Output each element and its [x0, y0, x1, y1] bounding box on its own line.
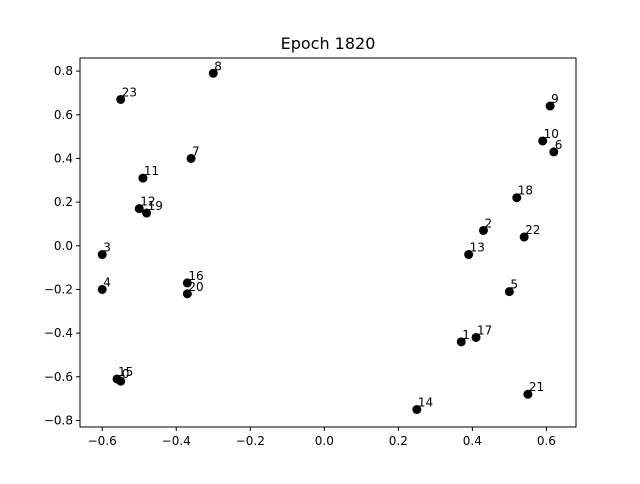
- data-point: [182, 278, 192, 288]
- chart-title: Epoch 1820: [281, 34, 376, 53]
- y-tick-label: 0.6: [54, 108, 73, 122]
- point-label: 8: [214, 59, 222, 73]
- x-tick-label: −0.4: [162, 434, 191, 448]
- y-tick-label: −0.6: [44, 370, 73, 384]
- point-label: 11: [144, 164, 159, 178]
- point-label: 5: [510, 278, 518, 292]
- point-label: 22: [525, 223, 540, 237]
- y-tick-label: 0.2: [54, 195, 73, 209]
- x-tick-label: 0.6: [537, 434, 556, 448]
- x-tick-label: 0.4: [463, 434, 482, 448]
- plot-frame: [79, 57, 577, 428]
- data-point: [545, 101, 555, 111]
- data-point: [142, 208, 152, 218]
- point-label: 21: [529, 380, 544, 394]
- data-point: [138, 173, 148, 183]
- data-point: [549, 147, 559, 157]
- x-tick-label: −0.6: [88, 434, 117, 448]
- data-point: [471, 332, 481, 342]
- data-point: [134, 204, 144, 214]
- axis-ticks: −0.6 −0.4 −0.2 0.0 0.2 0.4 0.6 −0.8 −0.6 −0.4 −0.2…: [44, 64, 556, 448]
- data-point: [538, 136, 548, 146]
- y-tick-label: −0.8: [44, 413, 73, 427]
- point-label: 7: [192, 144, 200, 158]
- x-tick-label: 0.2: [389, 434, 408, 448]
- axes: [79, 57, 577, 428]
- point-label: 14: [418, 396, 433, 410]
- point-label: 6: [555, 138, 563, 152]
- y-tick-label: 0.0: [54, 239, 73, 253]
- point-label: 16: [188, 269, 203, 283]
- data-point: [116, 94, 126, 104]
- point-label: 18: [518, 184, 533, 198]
- data-point: [208, 68, 218, 78]
- point-label: 3: [103, 241, 111, 255]
- data-point: [456, 337, 466, 347]
- data-point: [412, 405, 422, 415]
- data-points: [97, 68, 559, 415]
- point-label: 20: [188, 280, 203, 294]
- data-point: [182, 289, 192, 299]
- point-label: 13: [470, 241, 485, 255]
- point-label: 10: [544, 127, 559, 141]
- point-label: 9: [551, 92, 559, 106]
- point-label: 15: [118, 365, 133, 379]
- data-point: [512, 193, 522, 203]
- data-point: [97, 250, 107, 260]
- data-point: [186, 153, 196, 163]
- point-label: 19: [148, 199, 163, 213]
- data-point: [523, 389, 533, 399]
- point-label: 17: [477, 323, 492, 337]
- data-point: [519, 232, 529, 242]
- data-point: [478, 225, 488, 235]
- point-label: 2: [484, 216, 492, 230]
- point-label: 12: [140, 195, 155, 209]
- data-point: [504, 287, 514, 297]
- point-label: 4: [103, 275, 111, 289]
- y-tick-label: −0.4: [44, 326, 73, 340]
- data-point: [97, 284, 107, 294]
- data-point: [464, 250, 474, 260]
- data-point: [116, 376, 126, 386]
- point-label: 23: [122, 85, 137, 99]
- y-tick-label: −0.2: [44, 282, 73, 296]
- point-label: 0: [122, 367, 130, 381]
- point-label: 1: [462, 328, 470, 342]
- x-tick-label: 0.0: [315, 434, 334, 448]
- x-tick-label: −0.2: [236, 434, 265, 448]
- y-tick-label: 0.8: [54, 64, 73, 78]
- y-tick-label: 0.4: [54, 151, 73, 165]
